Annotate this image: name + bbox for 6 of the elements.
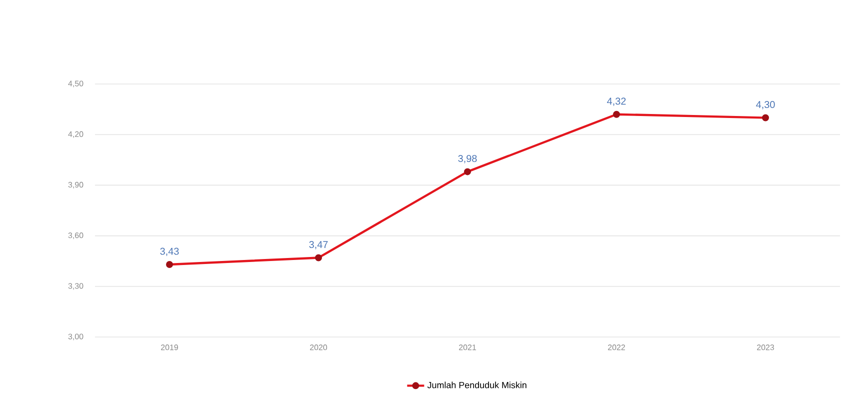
data-label: 4,30 — [756, 101, 775, 110]
data-label: 3,98 — [458, 154, 477, 164]
data-label: 4,32 — [607, 98, 626, 106]
data-label: 3,47 — [309, 241, 328, 250]
legend-label: Jumlah Penduduk Miskin — [427, 382, 526, 388]
data-label: 3,43 — [160, 248, 179, 256]
